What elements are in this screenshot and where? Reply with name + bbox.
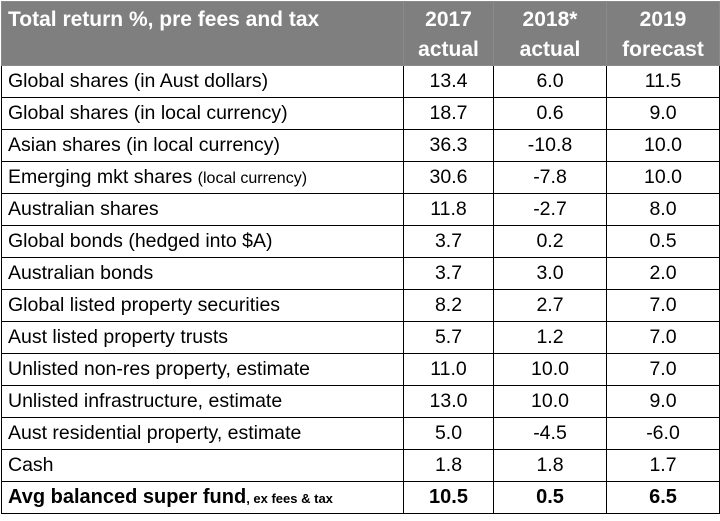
- table-row: Aust listed property trusts 5.7 1.2 7.0: [1, 321, 720, 354]
- value-2018: 3.0: [493, 257, 607, 290]
- value-2018: 0.2: [493, 225, 607, 258]
- value-2018: 1.2: [493, 321, 607, 354]
- value-2017: 5.0: [403, 417, 494, 450]
- row-label: Aust listed property trusts: [1, 321, 404, 354]
- total-row: Avg balanced super fund, ex fees & tax 1…: [1, 481, 720, 514]
- row-label: Unlisted non-res property, estimate: [1, 353, 404, 386]
- header-row: Total return %, pre fees and tax 2017 ac…: [1, 1, 720, 66]
- value-2018: -2.7: [493, 193, 607, 226]
- value-2017: 18.7: [403, 97, 494, 130]
- total-2017: 10.5: [403, 481, 494, 514]
- value-2017: 3.7: [403, 225, 494, 258]
- header-sub: actual: [519, 38, 581, 61]
- total-2018: 0.5: [493, 481, 607, 514]
- row-label: Asian shares (in local currency): [1, 129, 404, 162]
- header-year: 2018*: [522, 8, 578, 31]
- total-label: Avg balanced super fund: [8, 486, 247, 508]
- table-row: Australian bonds 3.7 3.0 2.0: [1, 257, 720, 290]
- value-2017: 1.8: [403, 449, 494, 482]
- value-2017: 36.3: [403, 129, 494, 162]
- value-2019: 10.0: [606, 129, 720, 162]
- header-col-2018: 2018* actual: [493, 1, 607, 66]
- total-label-note: , ex fees & tax: [246, 491, 333, 506]
- value-2019: 9.0: [606, 385, 720, 418]
- row-label-note: (local currency): [197, 170, 308, 187]
- table-row: Asian shares (in local currency) 36.3 -1…: [1, 129, 720, 162]
- value-2018: 1.8: [493, 449, 607, 482]
- table-row: Unlisted infrastructure, estimate 13.0 1…: [1, 385, 720, 418]
- table-row: Australian shares 11.8 -2.7 8.0: [1, 193, 720, 226]
- table-row: Global listed property securities 8.2 2.…: [1, 289, 720, 322]
- row-label: Global bonds (hedged into $A): [1, 225, 404, 258]
- value-2019: 2.0: [606, 257, 720, 290]
- row-label-cell: Emerging mkt shares (local currency): [1, 161, 404, 194]
- row-label: Global listed property securities: [1, 289, 404, 322]
- value-2017: 8.2: [403, 289, 494, 322]
- value-2018: 10.0: [493, 385, 607, 418]
- value-2019: 10.0: [606, 161, 720, 194]
- value-2018: 6.0: [493, 65, 607, 98]
- value-2017: 11.0: [403, 353, 494, 386]
- value-2017: 11.8: [403, 193, 494, 226]
- table-row: Global bonds (hedged into $A) 3.7 0.2 0.…: [1, 225, 720, 258]
- table-row: Global shares (in local currency) 18.7 0…: [1, 97, 720, 130]
- row-label: Global shares (in local currency): [1, 97, 404, 130]
- value-2018: 0.6: [493, 97, 607, 130]
- table-row: Global shares (in Aust dollars) 13.4 6.0…: [1, 65, 720, 98]
- row-label: Emerging mkt shares: [8, 166, 193, 188]
- table-row: Cash 1.8 1.8 1.7: [1, 449, 720, 482]
- row-label: Aust residential property, estimate: [1, 417, 404, 450]
- value-2019: 1.7: [606, 449, 720, 482]
- value-2019: 8.0: [606, 193, 720, 226]
- header-col-2017: 2017 actual: [403, 1, 494, 66]
- header-sub: actual: [418, 38, 479, 61]
- value-2019: -6.0: [606, 417, 720, 450]
- value-2019: 7.0: [606, 289, 720, 322]
- table-row: Aust residential property, estimate 5.0 …: [1, 417, 720, 450]
- header-sub: forecast: [622, 38, 704, 61]
- value-2019: 7.0: [606, 353, 720, 386]
- value-2019: 0.5: [606, 225, 720, 258]
- header-year: 2017: [425, 8, 472, 31]
- value-2017: 13.4: [403, 65, 494, 98]
- value-2018: -10.8: [493, 129, 607, 162]
- value-2019: 9.0: [606, 97, 720, 130]
- header-col-2019: 2019 forecast: [606, 1, 720, 66]
- table-row: Emerging mkt shares (local currency) 30.…: [1, 161, 720, 194]
- value-2018: 10.0: [493, 353, 607, 386]
- value-2017: 13.0: [403, 385, 494, 418]
- table-row: Unlisted non-res property, estimate 11.0…: [1, 353, 720, 386]
- total-2019: 6.5: [606, 481, 720, 514]
- row-label: Australian shares: [1, 193, 404, 226]
- total-label-cell: Avg balanced super fund, ex fees & tax: [1, 481, 404, 514]
- header-year: 2019: [639, 8, 687, 31]
- value-2019: 7.0: [606, 321, 720, 354]
- value-2018: -7.8: [493, 161, 607, 194]
- value-2017: 3.7: [403, 257, 494, 290]
- row-label: Australian bonds: [1, 257, 404, 290]
- row-label: Global shares (in Aust dollars): [1, 65, 404, 98]
- value-2017: 30.6: [403, 161, 494, 194]
- header-title: Total return %, pre fees and tax: [1, 1, 404, 66]
- row-label: Unlisted infrastructure, estimate: [1, 385, 404, 418]
- value-2017: 5.7: [403, 321, 494, 354]
- value-2018: 2.7: [493, 289, 607, 322]
- row-label: Cash: [1, 449, 404, 482]
- value-2019: 11.5: [606, 65, 720, 98]
- value-2018: -4.5: [493, 417, 607, 450]
